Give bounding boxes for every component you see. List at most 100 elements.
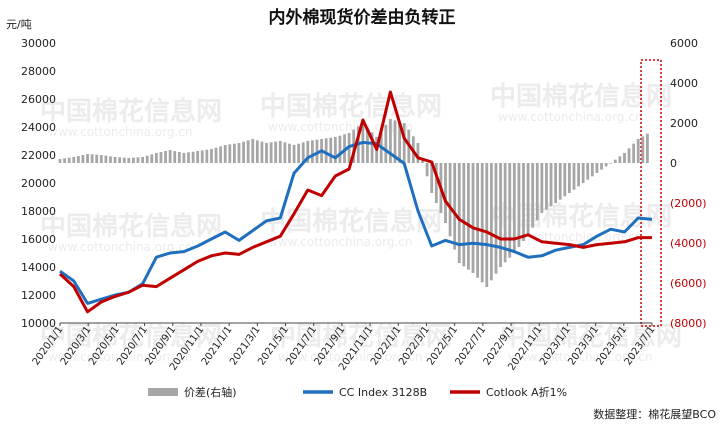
spread-bar	[545, 163, 548, 210]
y-right-tick-label: (8000)	[670, 317, 707, 330]
spread-bar	[430, 163, 434, 193]
chart-title: 内外棉现货价差由负转正	[269, 7, 456, 28]
spread-bar	[568, 163, 571, 193]
y-right-tick-label: 0	[670, 157, 677, 170]
spread-bar	[636, 139, 640, 163]
spread-bar	[522, 163, 525, 241]
spread-bar	[508, 163, 512, 258]
cotlook-line	[58, 90, 652, 314]
spread-bar	[76, 156, 80, 163]
lines-layer	[58, 90, 653, 314]
spread-bar	[646, 133, 649, 163]
spread-bar	[58, 159, 62, 163]
spread-bar	[150, 154, 154, 163]
spread-bar	[265, 143, 268, 163]
spread-bar	[425, 163, 429, 177]
watermark-url: www.cottonchina.org.cn	[498, 110, 642, 124]
spread-bar	[467, 163, 470, 270]
watermark-text: 中国棉花信息网	[40, 96, 222, 127]
watermark-url: www.cottonchina.org.cn	[498, 230, 642, 244]
spread-bar	[132, 157, 135, 163]
y-right-tick-label: 2000	[670, 117, 698, 130]
spread-bar	[366, 127, 369, 163]
spread-bar	[384, 125, 388, 163]
spread-bar	[618, 156, 622, 163]
legend-label: CC Index 3128B	[339, 386, 427, 399]
spread-bar	[122, 157, 126, 163]
spread-bar	[577, 163, 580, 187]
spread-bar	[288, 143, 291, 163]
y-tick-label: 16000	[21, 233, 56, 246]
watermark-layer: 中国棉花信息网www.cottonchina.org.cn中国棉花信息网www.…	[40, 81, 682, 364]
spread-bar	[104, 155, 108, 163]
spread-bar	[600, 163, 603, 170]
spread-bar	[485, 163, 489, 287]
spread-bar	[457, 163, 461, 263]
y-tick-label: 26000	[21, 93, 56, 106]
spread-bar	[595, 163, 599, 173]
y-right-tick-label: (4000)	[670, 237, 707, 250]
spread-bar	[113, 157, 117, 163]
spread-bar	[269, 142, 273, 163]
spread-bar	[118, 157, 122, 163]
spread-bar	[72, 157, 76, 163]
y-tick-label: 12000	[21, 289, 56, 302]
spread-bar	[255, 140, 259, 163]
watermark-text: 中国棉花信息网	[500, 321, 682, 352]
y-tick-label: 22000	[21, 149, 56, 162]
spread-bar	[237, 143, 241, 163]
spread-bar	[173, 151, 177, 163]
spread-bar	[67, 157, 71, 163]
bars-layer	[58, 119, 649, 287]
spread-bar	[531, 163, 535, 228]
highlight-layer	[640, 59, 662, 327]
spread-bar	[604, 163, 608, 167]
watermark-url: www.cottonchina.org.cn	[48, 240, 192, 254]
legend-label: 价差(右轴)	[184, 385, 237, 399]
spread-bar	[127, 158, 131, 163]
spread-bar	[623, 153, 626, 163]
y-right-tick-label: (2000)	[670, 197, 707, 210]
spread-bar	[228, 144, 232, 163]
spread-bar	[572, 163, 576, 190]
spread-bar	[370, 132, 374, 163]
y-tick-label: 24000	[21, 121, 56, 134]
spread-bar	[554, 163, 558, 203]
spread-bar	[95, 154, 99, 163]
spread-bar	[187, 152, 190, 163]
watermark-url: www.cottonchina.org.cn	[48, 350, 192, 364]
source-note: 数据整理：棉花展望BCO	[593, 407, 716, 421]
spread-bar	[311, 140, 314, 163]
spread-bar	[540, 163, 544, 213]
spread-bar	[63, 158, 66, 163]
y-right-tick-label: 4000	[670, 77, 698, 90]
spread-bar	[200, 150, 204, 163]
spread-bar	[154, 153, 158, 163]
legend-swatch-spread	[148, 388, 178, 396]
spread-bar	[512, 163, 516, 253]
watermark-text: 中国棉花信息网	[40, 321, 222, 352]
highlight-box	[640, 59, 662, 327]
spread-bar	[278, 141, 282, 163]
spread-bar	[489, 163, 493, 281]
spread-bar	[609, 163, 613, 164]
watermark-url: www.cottonchina.org.cn	[278, 350, 422, 364]
spread-bar	[586, 163, 590, 180]
spread-bar	[219, 146, 223, 163]
spread-bar	[196, 151, 200, 163]
spread-bar	[590, 163, 594, 177]
spread-bar	[499, 163, 502, 267]
spread-bar	[535, 163, 539, 221]
spread-bar	[421, 159, 424, 163]
spread-bar	[164, 151, 167, 163]
spread-bar	[329, 137, 333, 163]
spread-bar	[177, 152, 181, 163]
spread-bar	[251, 139, 255, 163]
spread-bar	[81, 155, 85, 163]
spread-bar	[141, 157, 144, 163]
spread-bar	[613, 159, 617, 163]
watermark-url: www.cottonchina.org.cn	[268, 120, 412, 134]
spread-bar	[301, 142, 305, 163]
y-tick-label: 30000	[21, 37, 56, 50]
spread-bar	[517, 163, 521, 247]
